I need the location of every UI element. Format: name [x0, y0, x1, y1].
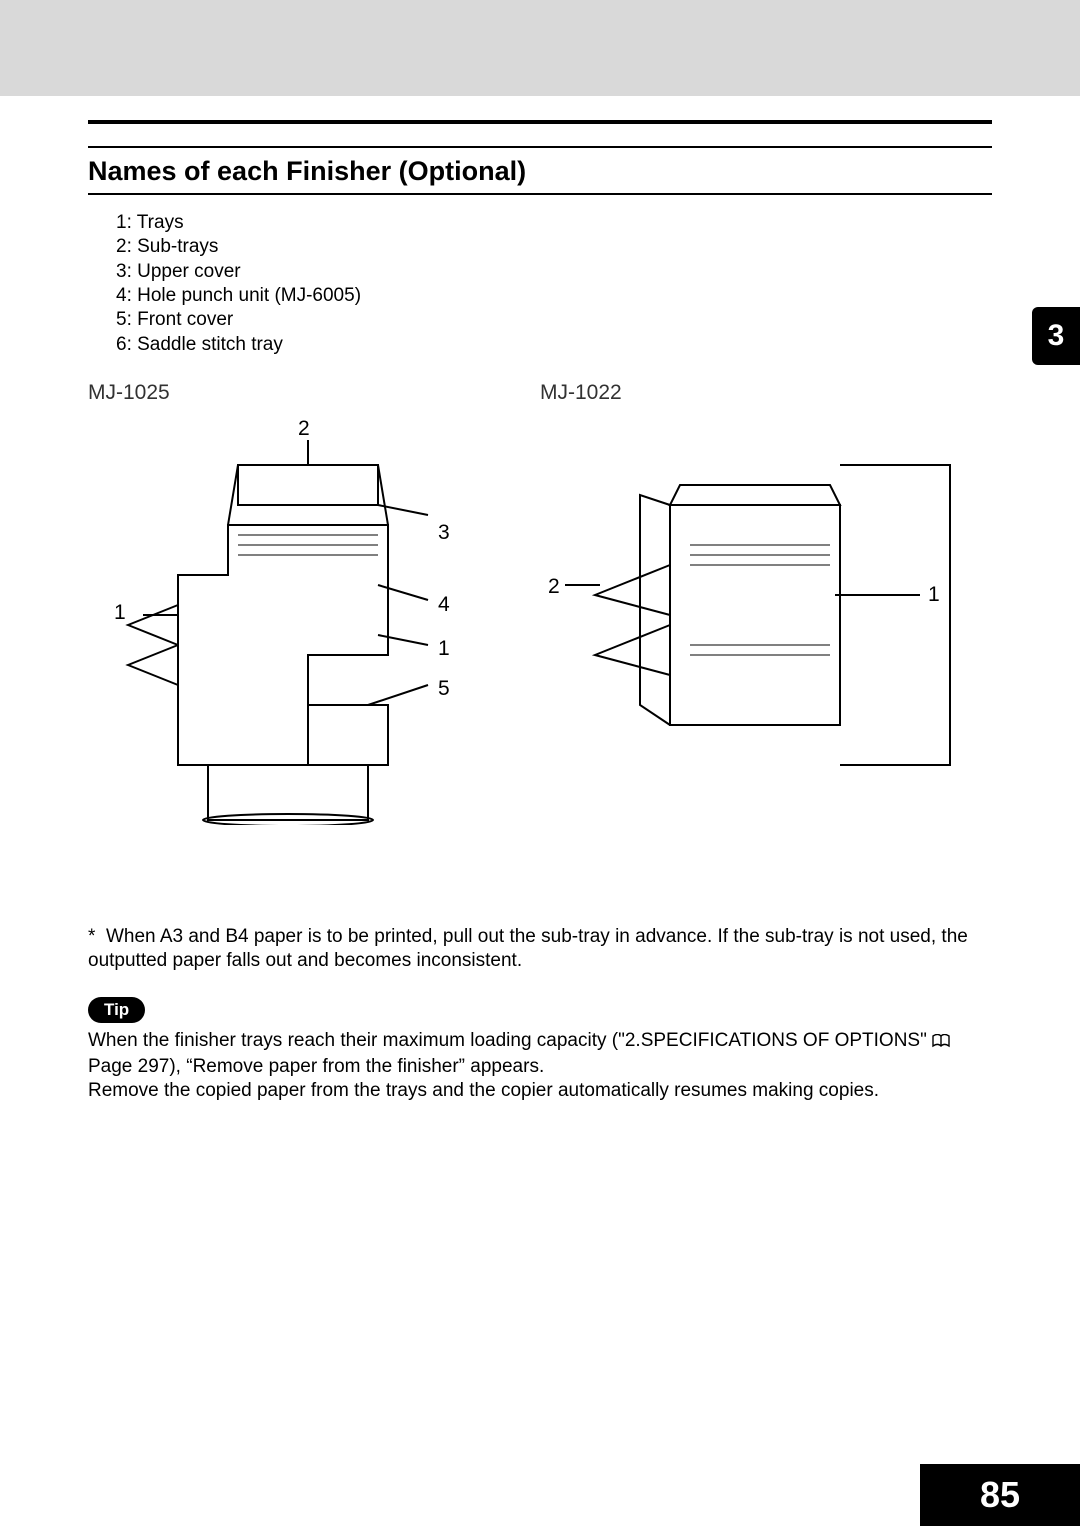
legend-list: 1: Trays 2: Sub-trays 3: Upper cover 4: …: [116, 211, 992, 357]
tip-line1a: When the finisher trays reach their maxi…: [88, 1030, 932, 1051]
rule-under-title: [88, 193, 992, 195]
chapter-number: 3: [1048, 319, 1065, 353]
model-label-right: MJ-1022: [540, 381, 992, 405]
legend-item: 6: Saddle stitch tray: [116, 333, 992, 357]
page-header-bar: [0, 0, 1080, 96]
book-icon: [932, 1031, 950, 1055]
callout: 1: [928, 583, 940, 607]
chapter-tab: 3: [1032, 307, 1080, 365]
page-number-box: 85: [920, 1464, 1080, 1526]
page-content: Names of each Finisher (Optional) 1: Tra…: [88, 120, 992, 1103]
legend-item: 2: Sub-trays: [116, 235, 992, 259]
tip-label: Tip: [104, 1000, 129, 1019]
legend-item: 5: Front cover: [116, 308, 992, 332]
legend-item: 1: Trays: [116, 211, 992, 235]
diagram-left-svg: [108, 405, 478, 825]
footnote: * When A3 and B4 paper is to be printed,…: [88, 925, 992, 973]
diagram-left-area: 2 3 4 1 5 1: [88, 405, 540, 835]
page-number: 85: [980, 1474, 1020, 1516]
legend-item: 4: Hole punch unit (MJ-6005): [116, 284, 992, 308]
tip-line2: Remove the copied paper from the trays a…: [88, 1080, 879, 1101]
model-left: MJ-1025: [88, 381, 540, 835]
diagram-right-svg: [540, 445, 970, 805]
section-title: Names of each Finisher (Optional): [88, 156, 992, 187]
tip-body: When the finisher trays reach their maxi…: [88, 1029, 992, 1103]
note-marker: *: [88, 926, 95, 947]
rule-top-thick: [88, 120, 992, 124]
callout: 1: [438, 637, 450, 661]
rule-top-thin: [88, 146, 992, 148]
diagram-right-area: 2 1: [540, 405, 992, 835]
callout: 5: [438, 677, 450, 701]
callout: 1: [114, 601, 126, 625]
note-text: When A3 and B4 paper is to be printed, p…: [88, 926, 968, 971]
callout: 3: [438, 521, 450, 545]
model-label-left: MJ-1025: [88, 381, 540, 405]
legend-item: 3: Upper cover: [116, 260, 992, 284]
model-row: MJ-1025: [88, 381, 992, 835]
tip-badge: Tip: [88, 997, 145, 1023]
tip-line1b: Page 297), “Remove paper from the finish…: [88, 1056, 544, 1077]
callout: 2: [548, 575, 560, 599]
model-right: MJ-1022: [540, 381, 992, 835]
callout: 2: [298, 417, 310, 441]
callout: 4: [438, 593, 450, 617]
